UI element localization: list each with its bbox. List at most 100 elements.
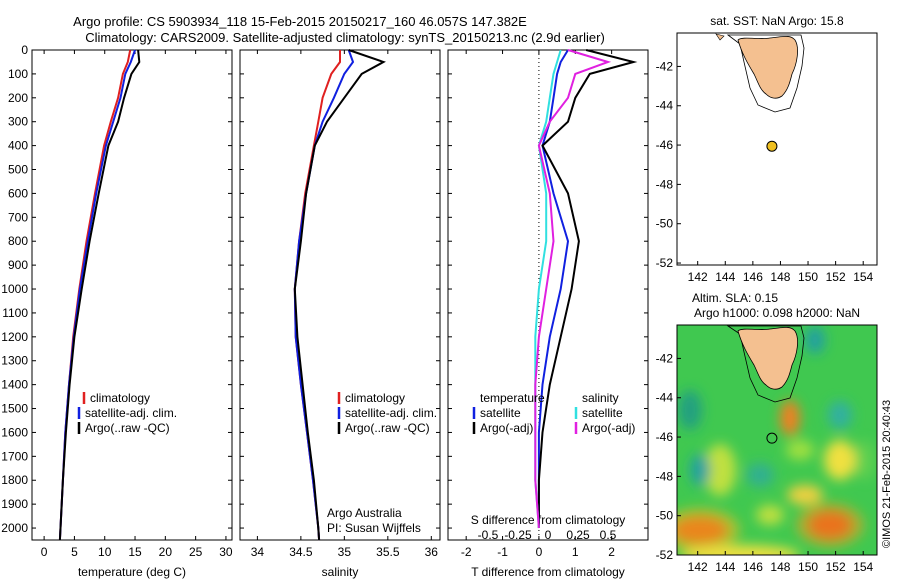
- imos-stamp: ©IMOS 21-Feb-2015 20:40:43: [881, 400, 893, 548]
- series-line-climatology: [293, 50, 341, 541]
- series-line-argo-raw-qc-: [293, 49, 386, 541]
- y-tick-label: 1700: [1, 449, 28, 463]
- temperature-plot-frame: [31, 49, 233, 541]
- x-axis-label: T difference from climatology: [471, 565, 625, 579]
- x-tick-label: 0: [41, 545, 48, 559]
- tasmania-island: [737, 326, 798, 390]
- x-tick-label: 36: [425, 545, 439, 559]
- sst-map-title: sat. SST: NaN Argo: 15.8: [710, 14, 844, 28]
- y-tick-label: 600: [8, 186, 28, 200]
- x-tick-label: 30: [219, 545, 233, 559]
- lon-tick-label: 152: [826, 270, 846, 284]
- x-tick-label: 35.5: [376, 545, 400, 559]
- sla-blob: [746, 463, 774, 487]
- sla-blob: [756, 505, 784, 525]
- legend-argo: Argo(..raw -QC): [85, 421, 170, 435]
- legend-t-argo: Argo(-adj): [480, 421, 533, 435]
- y-tick-label: 100: [8, 67, 28, 81]
- y-tick-label: 900: [8, 258, 28, 272]
- series-line-satellite-adj-clim-: [58, 49, 136, 541]
- lat-tick-label: -50: [656, 509, 674, 523]
- sla-blob: [677, 508, 740, 552]
- x-tick-label: 1: [572, 545, 579, 559]
- lon-tick-label: 148: [770, 270, 790, 284]
- x-tick-label-salinity: -0.25: [504, 528, 532, 542]
- x-tick-label-salinity: 0.25: [566, 528, 590, 542]
- temperature-legend: climatology satellite-adj. clim. Argo(..…: [77, 391, 177, 435]
- plot-axes: 0100200300400500600700800900100011001200…: [1, 43, 648, 579]
- x-tick-label: 5: [71, 545, 78, 559]
- title-line-1: Argo profile: CS 5903934_118 15-Feb-2015…: [73, 14, 527, 29]
- lat-tick-label: -46: [656, 430, 674, 444]
- y-tick-label: 2000: [1, 521, 28, 535]
- x-axis-label: temperature (deg C): [78, 565, 186, 579]
- y-tick-label: 1800: [1, 473, 28, 487]
- shelf-contour: [726, 34, 805, 113]
- x-tick-label: 34: [251, 545, 265, 559]
- sla-blob: [780, 400, 800, 436]
- x-tick-label: 15: [128, 545, 142, 559]
- sla-blob: [828, 401, 852, 429]
- x-tick-label: 20: [159, 545, 173, 559]
- sla-blob: [824, 440, 856, 480]
- difference-plot-frame: [447, 49, 649, 541]
- legend-temperature-head: temperature: [480, 391, 545, 405]
- salinity-legend: climatology satellite-adj. clim. Argo(..…: [327, 391, 437, 535]
- lon-tick-label: 150: [798, 560, 818, 574]
- sla-blob: [796, 503, 864, 547]
- series-line-temperature-argo-adj-: [537, 49, 638, 528]
- y-tick-label: 400: [8, 139, 28, 153]
- x-tick-label: 35: [338, 545, 352, 559]
- x-axis-label-top: S difference from climatology: [471, 513, 626, 527]
- lat-tick-label: -52: [656, 256, 674, 270]
- lon-tick-label: 144: [715, 270, 735, 284]
- series-line-argo-raw-qc-: [58, 49, 141, 541]
- lat-tick-label: -52: [656, 548, 674, 562]
- sla-anomaly-field: [677, 326, 875, 555]
- series-line-satellite-adj-clim-: [293, 49, 355, 541]
- legend-argo: Argo(..raw -QC): [345, 421, 430, 435]
- lat-tick-label: -44: [656, 99, 674, 113]
- lon-tick-label: 142: [688, 560, 708, 574]
- series-line-salinity-argo-adj-: [534, 49, 612, 529]
- y-tick-label: 200: [8, 91, 28, 105]
- title-line-2: Climatology: CARS2009. Satellite-adjuste…: [85, 30, 605, 45]
- sla-blob: [805, 326, 825, 354]
- legend-s-satellite: satellite: [582, 406, 623, 420]
- sla-map: [677, 325, 877, 555]
- lat-tick-label: -50: [656, 217, 674, 231]
- y-tick-label: 1500: [1, 402, 28, 416]
- y-tick-label: 800: [8, 234, 28, 248]
- sla-blob: [786, 440, 814, 460]
- salinity-plot-frame: [239, 49, 441, 541]
- lon-tick-label: 150: [798, 270, 818, 284]
- lon-tick-label: 146: [743, 560, 763, 574]
- lat-tick-label: -48: [656, 469, 674, 483]
- sla-map-frame: [676, 324, 878, 556]
- x-tick-label: 2: [608, 545, 615, 559]
- x-tick-label-salinity: -0.5: [478, 528, 499, 542]
- sla-map-title-1: Altim. SLA: 0.15: [692, 291, 778, 305]
- sla-blob: [690, 454, 710, 486]
- series-line-climatology: [58, 49, 132, 541]
- lon-tick-label: 146: [743, 270, 763, 284]
- tasmania-island: [737, 35, 798, 99]
- lon-tick-label: 148: [770, 560, 790, 574]
- sst-map-axes: -42 -44 -46 -48 -50 -52 142 144 146 148 150 152 154: [656, 59, 874, 284]
- legend-s-argo: Argo(-adj): [582, 421, 635, 435]
- sla-blob: [787, 485, 823, 505]
- x-tick-label-salinity: 0.5: [600, 528, 617, 542]
- y-tick-label: 700: [8, 210, 28, 224]
- legend-t-satellite: satellite: [480, 406, 521, 420]
- y-tick-label: 1000: [1, 282, 28, 296]
- sla-blob: [680, 545, 800, 555]
- x-tick-label: 10: [98, 545, 112, 559]
- y-tick-label: 1400: [1, 378, 28, 392]
- shelf-contour: [726, 325, 805, 403]
- sst-map: [715, 33, 805, 152]
- y-tick-label: 1200: [1, 330, 28, 344]
- y-tick-label: 0: [21, 43, 28, 57]
- legend-climatology: climatology: [345, 391, 405, 405]
- y-tick-label: 1100: [2, 306, 28, 320]
- lat-tick-label: -48: [656, 177, 674, 191]
